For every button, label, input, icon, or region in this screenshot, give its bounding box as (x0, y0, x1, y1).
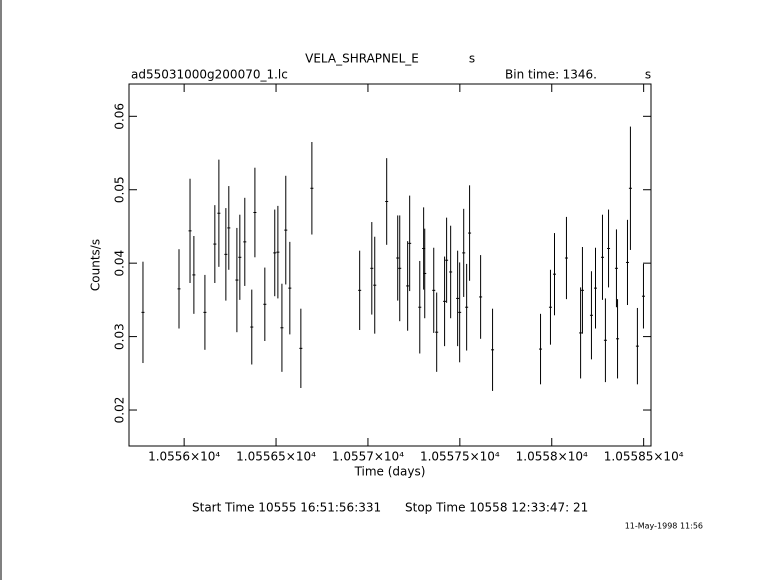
x-tick-label: 1.05565×10⁴ (236, 450, 316, 464)
start-time: Start Time 10555 16:51:56:331 (192, 501, 381, 515)
x-tick-label: 1.05575×10⁴ (420, 450, 500, 464)
x-tick-label: 1.05585×10⁴ (604, 450, 684, 464)
x-axis-label: Time (days) (354, 465, 426, 479)
x-tick-label: 1.0556×10⁴ (148, 450, 220, 464)
subtitle: ad55031000g200070_1.lc (131, 68, 288, 82)
y-tick-label: 0.04 (113, 250, 127, 277)
y-tick-label: 0.05 (113, 176, 127, 203)
chart-title: VELA_SHRAPNEL_E (305, 52, 419, 66)
title-suffix: s (469, 52, 475, 66)
y-tick-label: 0.02 (113, 397, 127, 424)
plot-frame (128, 83, 652, 447)
bin-time: 1346. (563, 68, 597, 82)
print-date: 11-May-1998 11:56 (625, 522, 703, 531)
x-tick-label: 1.0558×10⁴ (516, 450, 588, 464)
bin-time-label: Bin time: (505, 68, 559, 82)
y-tick-label: 0.03 (113, 323, 127, 350)
stop-time: Stop Time 10558 12:33:47: 21 (405, 501, 588, 515)
y-axis-label: Counts/s (89, 239, 103, 291)
bin-time-unit: s (645, 68, 651, 82)
y-tick-label: 0.06 (113, 103, 127, 130)
x-tick-label: 1.0557×10⁴ (332, 450, 404, 464)
